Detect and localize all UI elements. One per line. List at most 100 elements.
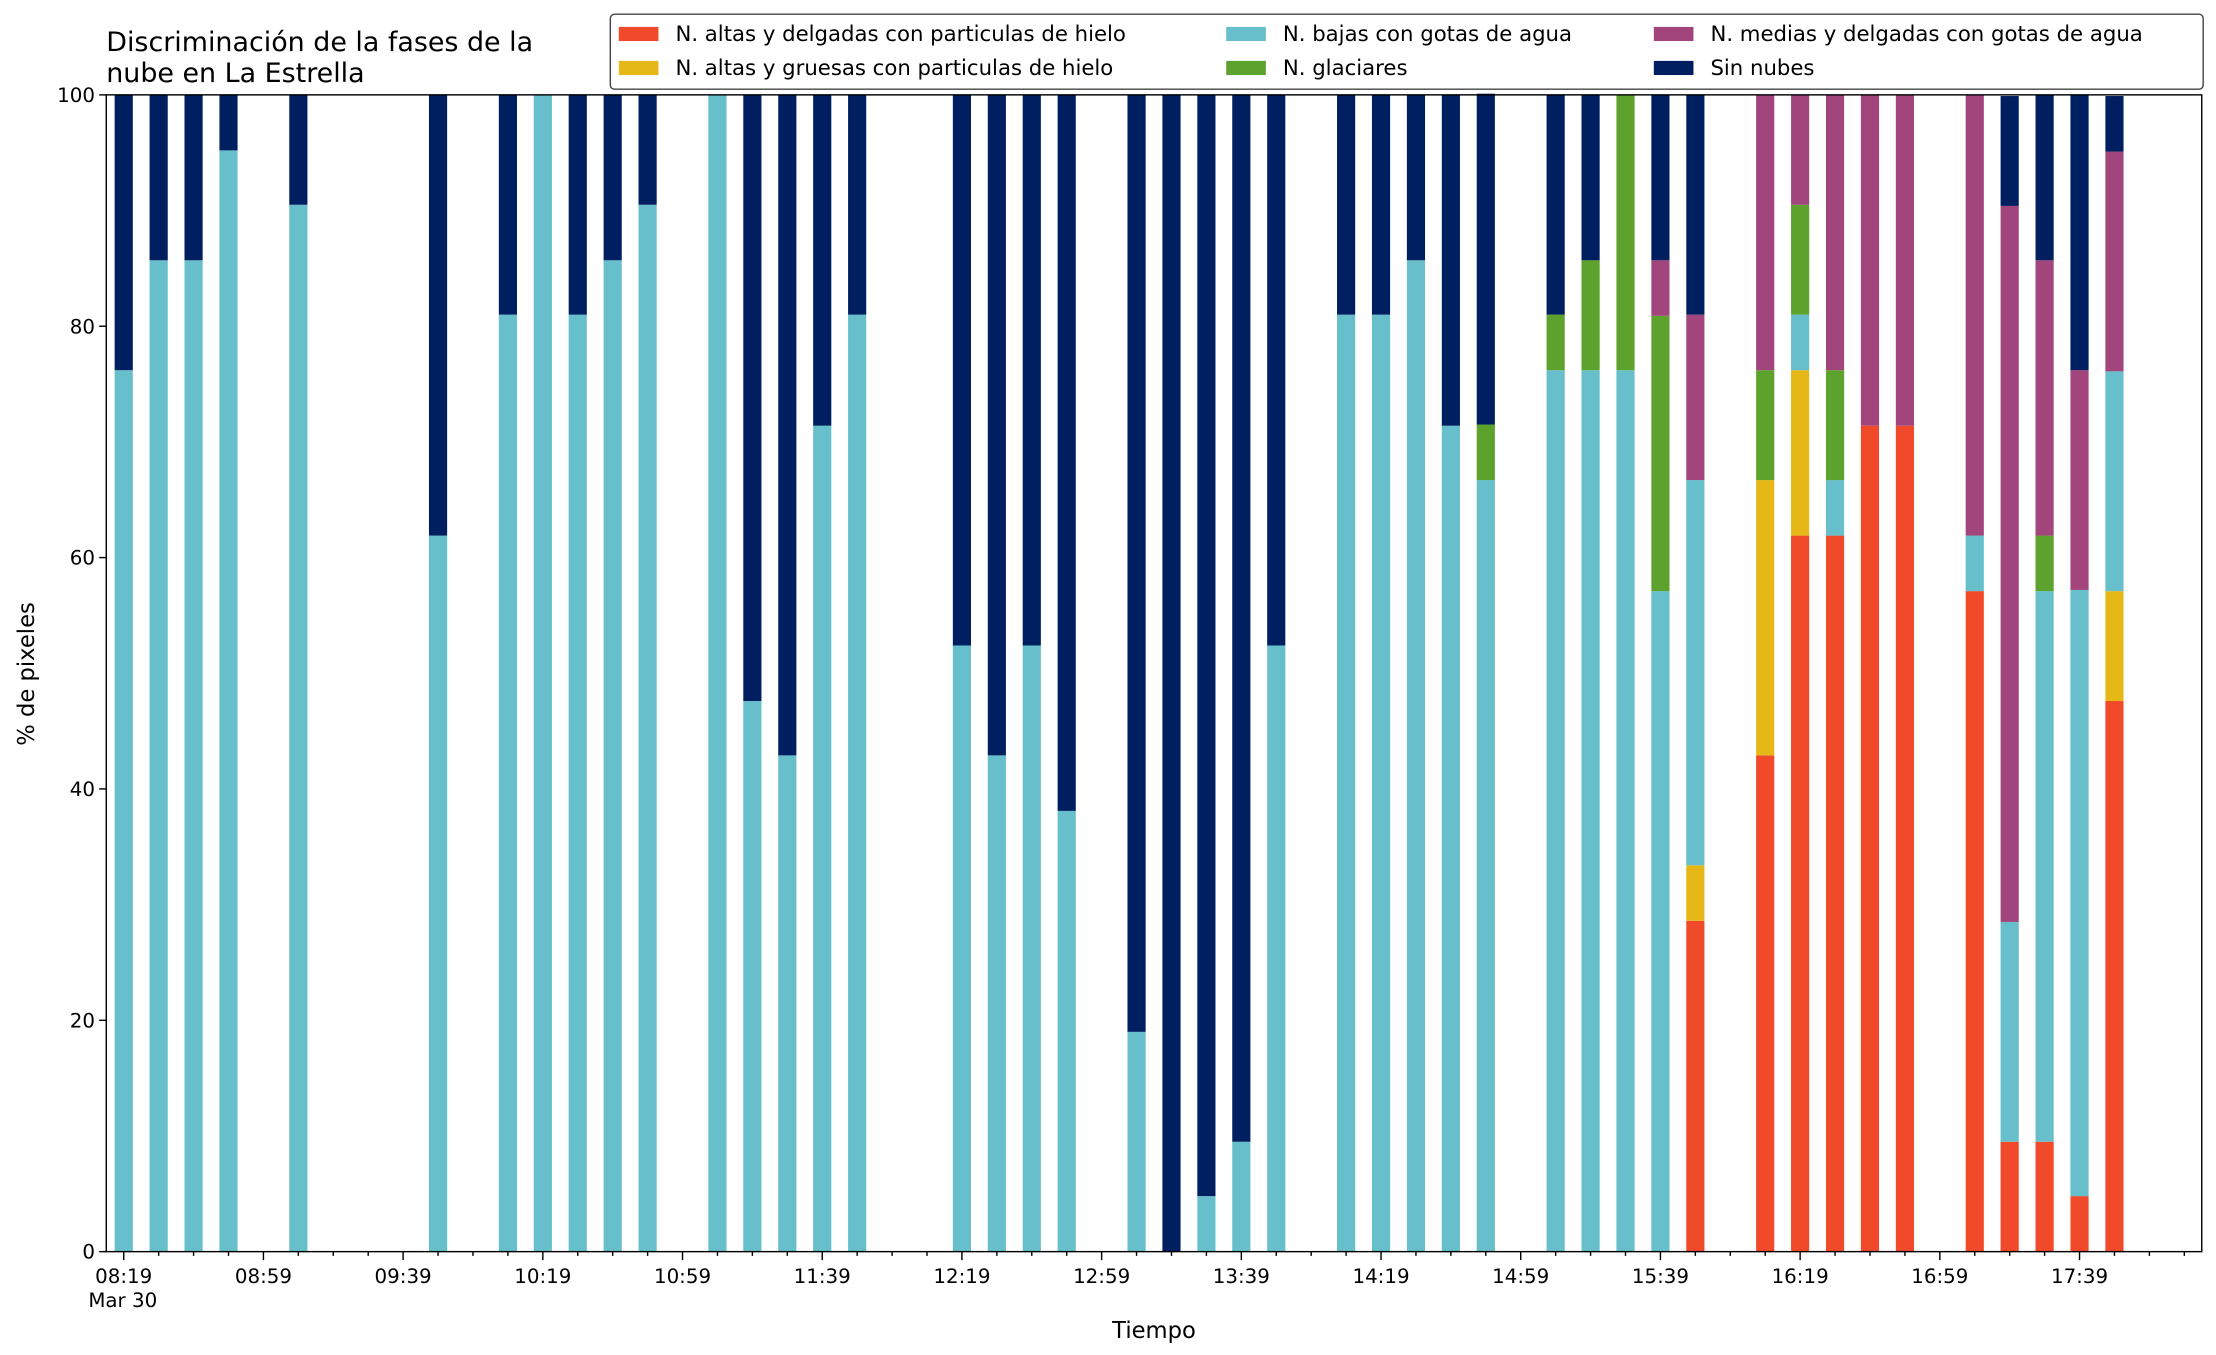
bar-segment [1581, 94, 1600, 261]
bar-segment [1127, 94, 1146, 1032]
bar-segment [1791, 94, 1810, 205]
bar-segment [1546, 370, 1565, 1252]
bar-segment [1791, 370, 1810, 536]
bar-segment [1791, 204, 1810, 315]
bar-segment [1651, 591, 1670, 1252]
y-tick-label: 20 [70, 1009, 95, 1032]
bar-segment [1441, 94, 1460, 426]
bar-segment [1371, 94, 1391, 315]
bar-segment [149, 94, 168, 261]
x-tick-label: 12:19 [933, 1265, 990, 1288]
bar-segment [1057, 94, 1076, 811]
bar-segment [1825, 370, 1845, 481]
bar-segment [1616, 370, 1635, 1252]
y-tick-label: 0 [82, 1241, 95, 1264]
bar-segment [2035, 1141, 2054, 1252]
y-tick-label: 40 [70, 778, 95, 801]
bar-segment [952, 645, 972, 1252]
bar-segment [498, 94, 517, 315]
bar-segment [813, 425, 832, 1252]
bar-segment [1371, 314, 1391, 1252]
legend-label: N. glaciares [1283, 56, 1408, 81]
legend-label: N. medias y delgadas con gotas de agua [1710, 22, 2142, 47]
bar-segment [1022, 645, 1041, 1252]
bar-segment [987, 94, 1006, 756]
bar-segment [114, 94, 133, 371]
legend-swatch [618, 26, 659, 42]
bar-segment [2070, 1196, 2089, 1252]
x-tick-label: 15:39 [1632, 1265, 1689, 1288]
bar-segment [638, 94, 657, 205]
bar-segment [778, 755, 797, 1252]
bar-segment [2105, 96, 2124, 152]
x-tick-label: 14:59 [1492, 1265, 1549, 1288]
bar-segment [1476, 424, 1495, 481]
x-tick-label: 08:59 [235, 1265, 292, 1288]
legend-swatch [618, 60, 659, 76]
bar-segment [1756, 94, 1775, 371]
y-axis-label: % de pixeles [14, 602, 40, 746]
legend-swatch [1653, 60, 1694, 76]
bar-segment [638, 204, 657, 1252]
bar-segment [1895, 425, 1914, 1252]
bar-segment [428, 94, 448, 536]
bar-segment [1686, 314, 1705, 481]
bar-segment [1581, 370, 1600, 1252]
bar-segment [848, 94, 867, 315]
bar-segment [1791, 535, 1810, 1252]
bar-segment [2105, 371, 2124, 592]
bar-segment [708, 94, 727, 1252]
bar-segment [603, 260, 622, 1252]
x-tick-label: 11:39 [794, 1265, 851, 1288]
legend-swatch [1653, 26, 1694, 42]
bar-segment [1686, 94, 1705, 315]
bar-segment [2035, 591, 2054, 1142]
legend-label: N. bajas con gotas de agua [1283, 22, 1572, 47]
bar-segment [2105, 701, 2124, 1252]
bar-segment [1476, 480, 1495, 1252]
bar-segment [2000, 1141, 2019, 1252]
bar-segment [1267, 94, 1286, 646]
bar-segment [1476, 93, 1495, 425]
x-tick-label: 09:39 [375, 1265, 432, 1288]
bar-segment [1825, 535, 1845, 1252]
plot-frame [105, 94, 2203, 1253]
x-axis-label: Tiempo [1111, 1318, 1196, 1344]
bar-segment [2000, 921, 2019, 1142]
legend-label: N. altas y delgadas con particulas de hi… [675, 22, 1125, 47]
bar-segment [428, 535, 448, 1252]
bar-segment [1825, 480, 1845, 536]
bar-segment [1162, 94, 1181, 1252]
bar-segment [1232, 94, 1251, 1142]
bar-segment [1441, 425, 1460, 1252]
legend-label: N. altas y gruesas con particulas de hie… [675, 56, 1113, 81]
bar-segment [952, 94, 972, 646]
bar-segment [987, 755, 1006, 1252]
bar-segment [219, 94, 238, 151]
x-date-label: Mar 30 [88, 1289, 157, 1312]
legend-swatch [1226, 26, 1266, 42]
bar-segment [778, 94, 797, 756]
bar-segment [1616, 94, 1635, 371]
bar-segment [184, 94, 203, 261]
legend-swatch [1226, 60, 1266, 76]
bar-segment [2105, 591, 2124, 702]
bar-segment [1127, 1031, 1146, 1252]
bar-segment [1895, 94, 1914, 426]
bar-segment [1686, 480, 1705, 866]
bar-segment [1337, 314, 1356, 1252]
bar-segment [1651, 260, 1670, 316]
bar-segment [114, 370, 133, 1252]
bar-segment [2035, 260, 2054, 536]
y-tick-label: 100 [57, 84, 95, 107]
bar-segment [1057, 810, 1076, 1252]
bar-segment [1756, 370, 1775, 481]
bar-segment [568, 314, 587, 1252]
bar-segment [1197, 1196, 1216, 1252]
bar-segment [1232, 1141, 1251, 1252]
x-tick-label: 10:19 [514, 1265, 571, 1288]
bar-segment [1965, 94, 1984, 536]
bar-segment [1406, 94, 1426, 261]
